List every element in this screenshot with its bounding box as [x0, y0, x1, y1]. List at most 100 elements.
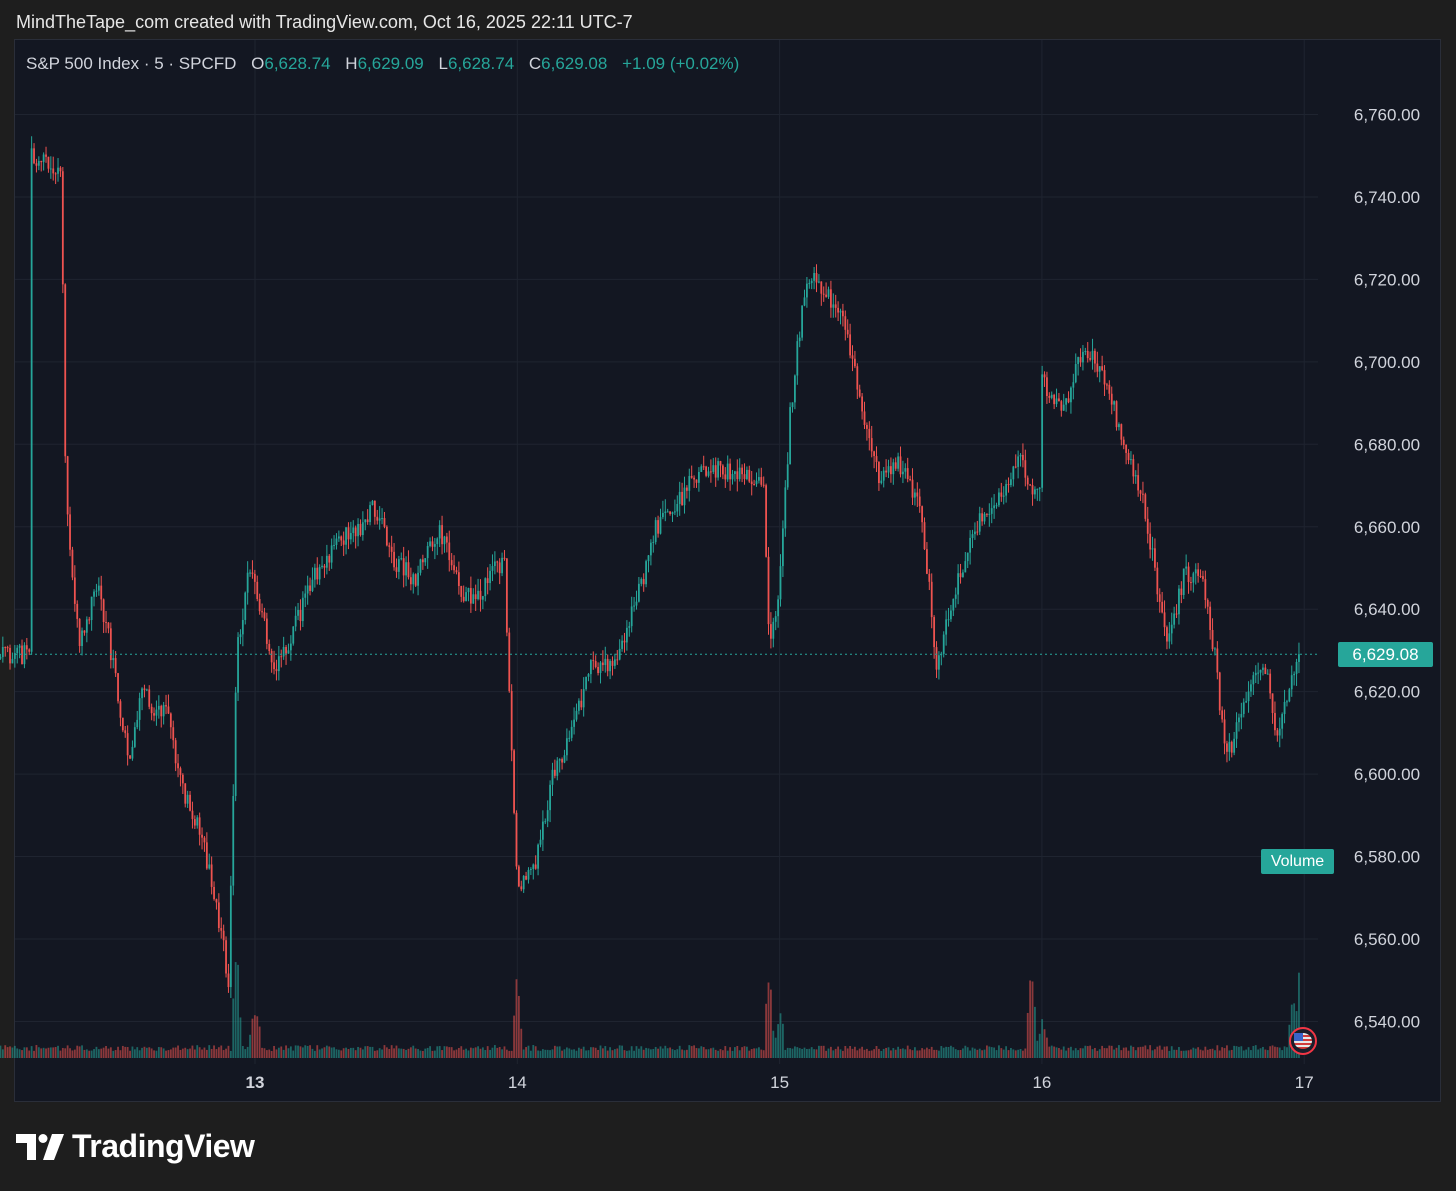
volume-bar [1242, 1050, 1245, 1058]
volume-bar [544, 1049, 547, 1058]
volume-bar [42, 1047, 45, 1058]
candle-body [241, 619, 244, 635]
candle-body [114, 658, 117, 674]
candle-body [244, 592, 247, 620]
candle-body [335, 538, 338, 545]
candle-body [364, 519, 367, 523]
candle-body [361, 522, 364, 536]
volume-bar [580, 1048, 583, 1058]
candle-body [880, 480, 883, 484]
volume-bar [1156, 1046, 1159, 1058]
candle-body [299, 609, 302, 622]
volume-bar [606, 1050, 609, 1058]
volume-bar [0, 1045, 2, 1058]
volume-bar [721, 1050, 724, 1058]
volume-bar [1106, 1048, 1108, 1058]
candle-body [789, 407, 792, 465]
chart-panel[interactable] [14, 39, 1441, 1102]
volume-bar [441, 1050, 443, 1058]
volume-label[interactable]: Volume [1261, 849, 1334, 874]
candle-body [21, 645, 23, 665]
candle-body [301, 597, 304, 622]
volume-bar [844, 1045, 847, 1058]
candle-body [193, 819, 196, 826]
volume-bar [839, 1049, 842, 1058]
candle-body [1199, 575, 1202, 577]
candle-body [851, 355, 854, 359]
volume-bar [13, 1045, 16, 1058]
candle-body [969, 537, 972, 553]
candle-body [1218, 672, 1221, 711]
candle-body [1098, 366, 1101, 372]
candle-body [1014, 466, 1017, 468]
volume-bar [1134, 1050, 1137, 1058]
volume-bar [652, 1048, 655, 1058]
candle-body [909, 478, 912, 480]
volume-bar [657, 1048, 659, 1058]
candle-body [676, 503, 679, 512]
candle-body [1221, 710, 1224, 720]
volume-bar [983, 1049, 986, 1058]
volume-bar [395, 1045, 398, 1058]
volume-bar [974, 1048, 976, 1058]
candle-body [1058, 398, 1060, 402]
candle-body [88, 619, 91, 621]
candle-body [1211, 629, 1214, 650]
candle-body [457, 572, 460, 586]
candle-body [724, 474, 727, 480]
candle-body [721, 465, 724, 475]
volume-bar [601, 1048, 604, 1058]
candle-body [998, 492, 1000, 506]
volume-bar [952, 1047, 955, 1058]
volume-bar [962, 1048, 964, 1058]
volume-bar [1245, 1049, 1248, 1058]
candle-body [119, 701, 122, 718]
volume-bar [1238, 1046, 1240, 1058]
candle-body [537, 844, 539, 869]
volume-bar [1146, 1049, 1149, 1058]
volume-bar [189, 1048, 191, 1058]
candle-body [1259, 669, 1262, 673]
volume-bar [496, 1047, 499, 1058]
candle-body [450, 560, 453, 566]
us-flag-icon[interactable] [1289, 1027, 1317, 1055]
candle-body [1103, 370, 1106, 385]
volume-bar [419, 1050, 422, 1058]
candle-body [1146, 518, 1149, 534]
candle-body [45, 154, 47, 157]
volume-bar [911, 1050, 914, 1058]
volume-bar [892, 1048, 895, 1058]
volume-bar [1014, 1050, 1017, 1058]
candle-body [623, 640, 626, 643]
candle-body [870, 438, 873, 452]
candle-body [1264, 667, 1267, 675]
candle-body [926, 549, 928, 574]
candle-body [959, 573, 962, 578]
candle-body [1283, 701, 1286, 715]
volume-bar [1223, 1048, 1226, 1058]
volume-bar [325, 1045, 328, 1058]
volume-bar [837, 1046, 840, 1058]
symbol-label[interactable]: S&P 500 Index · 5 · SPCFD [26, 54, 237, 73]
candle-body [1041, 374, 1044, 488]
volume-bar [364, 1046, 367, 1058]
candle-body [1084, 350, 1087, 352]
candle-body [97, 585, 100, 591]
candle-body [292, 626, 295, 644]
volume-bar [306, 1045, 309, 1058]
candle-body [553, 769, 556, 776]
volume-bar [1017, 1049, 1020, 1058]
volume-bar [237, 964, 239, 1058]
candle-body [102, 599, 105, 623]
candle-body [678, 491, 681, 504]
candle-body [890, 466, 892, 475]
volume-bar [304, 1045, 307, 1058]
candle-body [630, 606, 633, 627]
volume-bar [1091, 1049, 1094, 1058]
volume-bar [575, 1050, 578, 1058]
candle-body [885, 470, 888, 473]
candle-body [1130, 459, 1132, 461]
volume-bar [1110, 1045, 1113, 1058]
volume-bar [1283, 1046, 1286, 1058]
